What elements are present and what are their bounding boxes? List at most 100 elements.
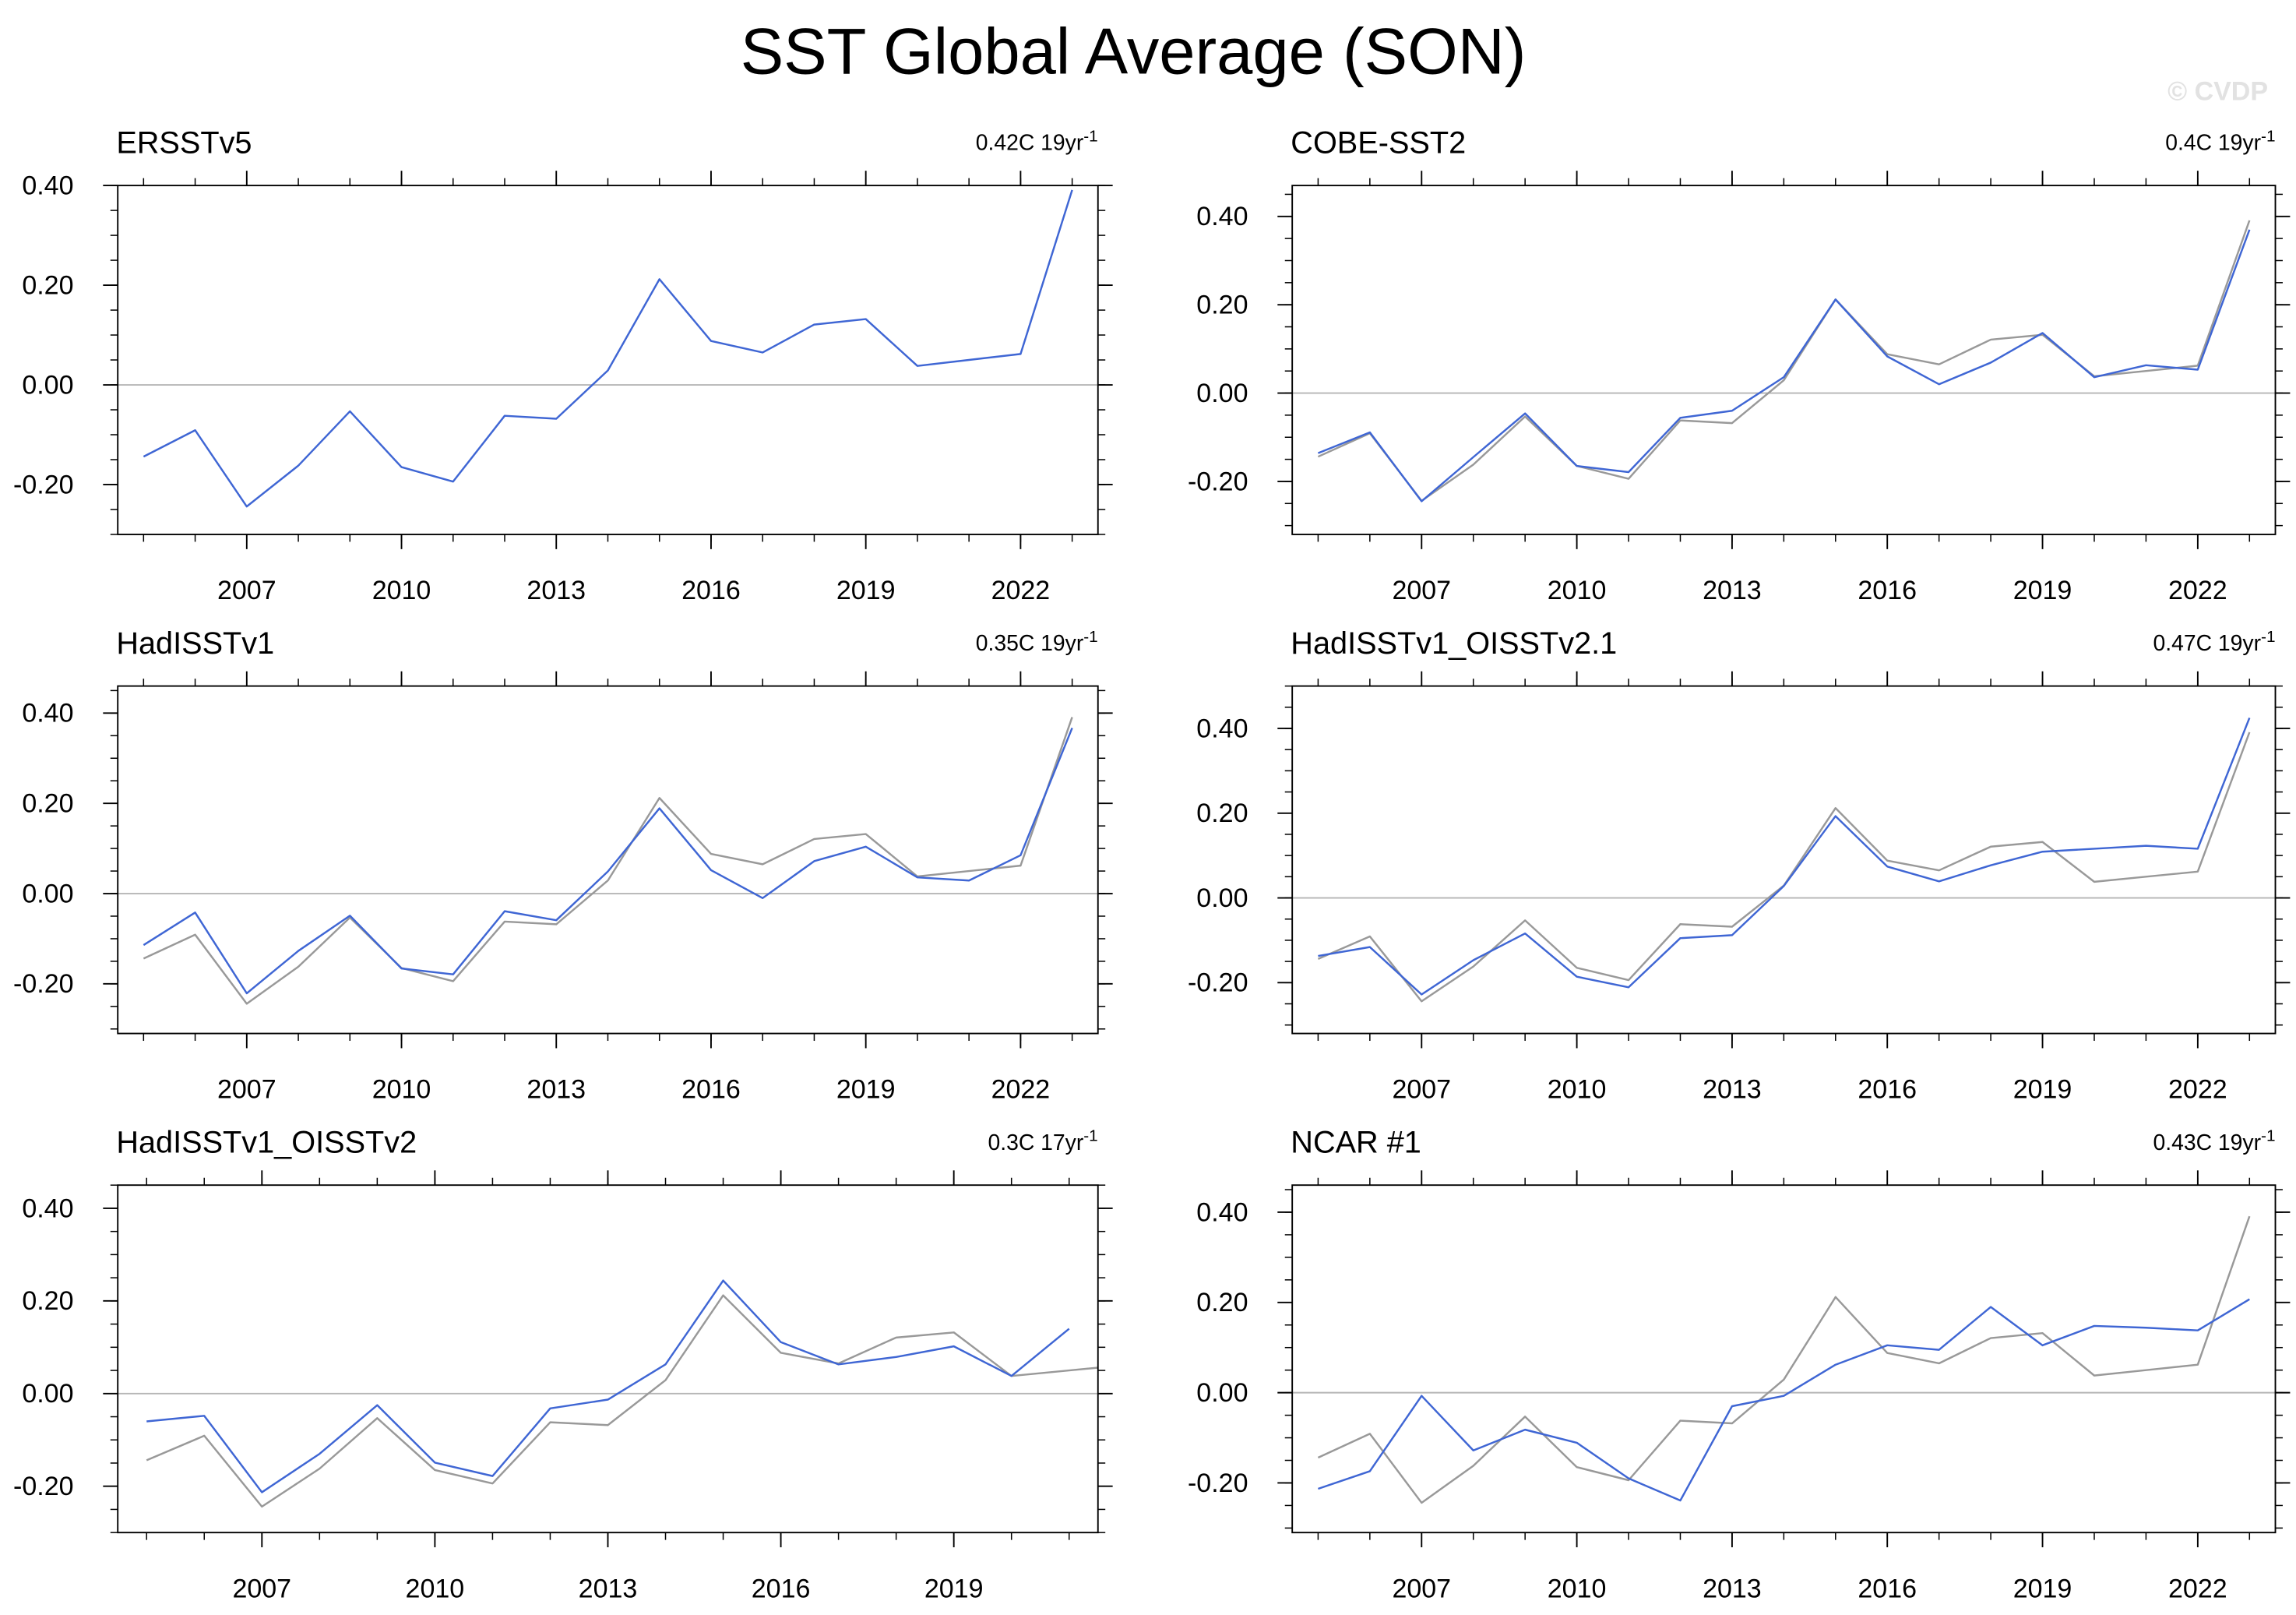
y-tick-label: 0.40 [1196, 714, 1248, 743]
data-line [1317, 732, 2251, 1003]
x-tick-label: 2010 [1548, 1574, 1607, 1603]
panel: COBE-SST2 0.4C 19yr-1 2007 2010 2013 2016 2019… [1188, 126, 2291, 605]
figure-title: SST Global Average (SON) [741, 15, 1527, 87]
x-tick-label: 2022 [2168, 1574, 2227, 1603]
plot-frame [117, 685, 1099, 1035]
data-line [143, 727, 1073, 995]
x-tick-label: 2010 [1548, 576, 1607, 605]
data-line [1317, 220, 2251, 502]
x-tick-label: 2007 [217, 1075, 276, 1105]
trend-annotation: 0.4C 19yr-1 [2165, 127, 2275, 155]
data-line [143, 717, 1073, 1005]
y-tick-label: 0.00 [22, 370, 73, 400]
y-tick-label: 0.20 [22, 1286, 73, 1316]
plot-frame [1291, 1184, 2277, 1534]
plot-frame [1291, 685, 2277, 1035]
x-tick-label: 2016 [681, 576, 741, 605]
x-tick-label: 2019 [836, 1075, 896, 1105]
y-tick-label: 0.20 [22, 270, 73, 300]
trend-exponent: -1 [2261, 1127, 2275, 1145]
trend-annotation: 0.42C 19yr-1 [976, 127, 1098, 155]
plot-frame [117, 1184, 1099, 1534]
data-line [1317, 1215, 2251, 1504]
data-line [143, 189, 1073, 508]
panel: HadISSTv1_OISSTv2 0.3C 17yr-1 2007 2010 2013… [13, 1126, 1113, 1603]
x-tick-label: 2007 [1392, 1574, 1451, 1603]
panel-title: COBE-SST2 [1291, 126, 1466, 160]
trend-exponent: -1 [1083, 628, 1097, 646]
y-tick-label: 0.00 [22, 1379, 73, 1409]
x-tick-label: 2007 [217, 576, 276, 605]
trend-value: 0.35C 19yr [976, 631, 1084, 656]
x-tick-label: 2013 [579, 1574, 638, 1603]
x-tick-label: 2013 [526, 1075, 586, 1105]
x-tick-label: 2007 [232, 1574, 291, 1603]
y-tick-label: 0.40 [1196, 202, 1248, 231]
x-tick-label: 2013 [526, 576, 586, 605]
trend-annotation: 0.43C 19yr-1 [2153, 1127, 2275, 1155]
y-tick-label: 0.00 [22, 879, 73, 908]
panel-title: NCAR #1 [1291, 1126, 1421, 1160]
y-tick-label: 0.00 [1196, 1378, 1248, 1408]
y-tick-label: -0.20 [1188, 467, 1248, 496]
panel-title: HadISSTv1 [116, 626, 274, 661]
x-tick-label: 2013 [1703, 1075, 1762, 1105]
x-tick-label: 2022 [2168, 1075, 2227, 1105]
panel-title: HadISSTv1_OISSTv2.1 [1291, 626, 1617, 661]
y-tick-label: 0.40 [22, 171, 73, 200]
trend-annotation: 0.47C 19yr-1 [2153, 628, 2275, 656]
trend-exponent: -1 [1083, 127, 1097, 145]
y-tick-label: 0.20 [22, 789, 73, 819]
x-tick-label: 2010 [372, 576, 431, 605]
y-tick-label: 0.00 [1196, 379, 1248, 408]
trend-value: 0.47C 19yr [2153, 631, 2261, 656]
x-tick-label: 2019 [836, 576, 896, 605]
y-tick-label: 0.20 [1196, 1288, 1248, 1317]
y-tick-label: 0.40 [22, 1194, 73, 1223]
x-tick-label: 2016 [1858, 1574, 1917, 1603]
x-tick-label: 2016 [1858, 576, 1917, 605]
x-tick-label: 2013 [1703, 576, 1762, 605]
x-tick-label: 2022 [991, 576, 1051, 605]
panel: HadISSTv1 0.35C 19yr-1 2007 2010 2013 2016 201… [13, 626, 1113, 1105]
trend-exponent: -1 [2261, 628, 2275, 646]
plot-frame [117, 185, 1099, 535]
y-tick-label: 0.00 [1196, 883, 1248, 913]
trend-annotation: 0.3C 17yr-1 [988, 1127, 1097, 1155]
trend-annotation: 0.35C 19yr-1 [976, 628, 1098, 656]
plot-frame [1291, 185, 2277, 535]
y-tick-label: -0.20 [13, 470, 74, 499]
y-tick-label: 0.20 [1196, 799, 1248, 828]
y-tick-label: 0.40 [22, 699, 73, 728]
x-tick-label: 2022 [2168, 576, 2227, 605]
watermark: © CVDP [2167, 76, 2268, 106]
trend-value: 0.43C 19yr [2153, 1130, 2261, 1155]
y-tick-label: -0.20 [1188, 1469, 1248, 1498]
trend-exponent: -1 [1083, 1127, 1097, 1145]
data-line [146, 1294, 1098, 1508]
x-tick-label: 2010 [1548, 1075, 1607, 1105]
x-tick-label: 2016 [1858, 1075, 1917, 1105]
data-line [146, 1279, 1070, 1493]
x-tick-label: 2010 [406, 1574, 465, 1603]
data-line [1318, 1298, 2250, 1502]
trend-value: 0.42C 19yr [976, 131, 1084, 156]
x-tick-label: 2019 [2013, 576, 2072, 605]
panel: ERSSTv5 0.42C 19yr-1 2007 2010 2013 2016 2019 2… [13, 126, 1113, 605]
x-tick-label: 2013 [1703, 1574, 1762, 1603]
y-tick-label: -0.20 [1188, 968, 1248, 998]
y-tick-label: -0.20 [13, 1472, 74, 1501]
x-tick-label: 2007 [1392, 1075, 1451, 1105]
x-tick-label: 2019 [924, 1574, 984, 1603]
x-tick-label: 2019 [2013, 1574, 2072, 1603]
data-line [1317, 229, 2251, 502]
data-line [1318, 717, 2251, 996]
panel-title: HadISSTv1_OISSTv2 [116, 1126, 417, 1160]
x-tick-label: 2016 [752, 1574, 811, 1603]
trend-exponent: -1 [2261, 127, 2275, 145]
trend-value: 0.3C 17yr [988, 1130, 1083, 1155]
x-tick-label: 2010 [372, 1075, 431, 1105]
y-tick-label: 0.20 [1196, 291, 1248, 320]
panel-title: ERSSTv5 [116, 126, 252, 160]
